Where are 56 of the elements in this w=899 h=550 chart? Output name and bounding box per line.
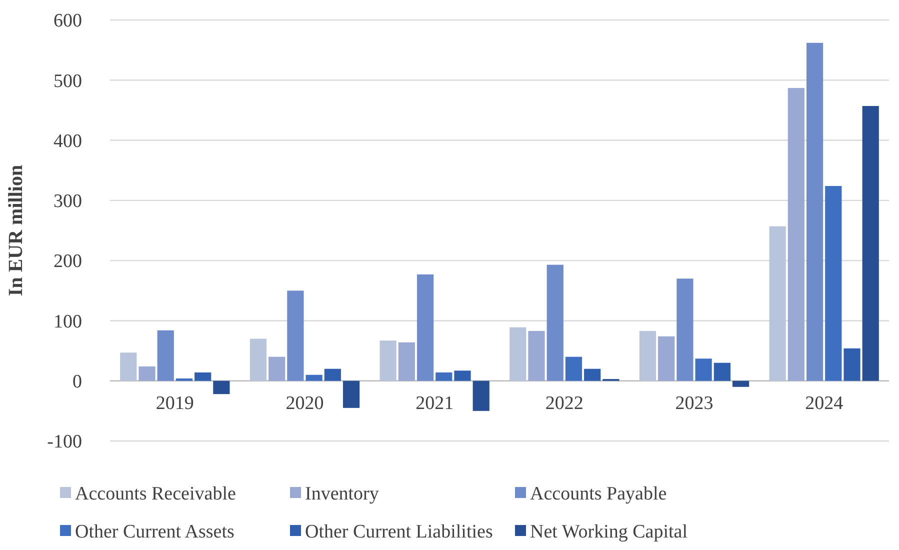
bar (788, 88, 804, 381)
y-tick-label: 500 (54, 70, 82, 92)
bar (250, 338, 267, 381)
bar (176, 378, 193, 381)
bar (120, 352, 137, 381)
legend-label: Other Current Assets (75, 522, 234, 543)
bar (565, 356, 582, 381)
bar (862, 106, 879, 381)
bar (584, 368, 601, 381)
legend-label: Inventory (305, 484, 380, 505)
bar (658, 336, 675, 381)
bar (380, 340, 396, 381)
bar (194, 372, 212, 381)
bar (398, 342, 415, 381)
bar (306, 374, 322, 381)
x-tick-label: 2024 (805, 392, 844, 414)
bar (324, 368, 341, 381)
bar (825, 186, 842, 381)
y-tick-label: 200 (54, 251, 82, 272)
y-tick-label: -100 (47, 432, 82, 453)
bar (472, 380, 490, 411)
bar (510, 327, 526, 381)
bar (844, 348, 860, 381)
bar (732, 380, 750, 387)
bar (769, 226, 786, 381)
bar (268, 356, 286, 381)
bar (213, 380, 230, 394)
bar (528, 330, 545, 381)
x-tick-label: 2019 (156, 392, 194, 414)
bar (157, 330, 174, 381)
bar (714, 362, 730, 381)
bar (287, 290, 304, 381)
x-tick-label: 2021 (416, 392, 454, 414)
x-tick-label: 2020 (286, 392, 324, 414)
bar (546, 264, 564, 381)
x-tick-label: 2022 (545, 392, 584, 414)
bar (695, 358, 712, 381)
y-axis-title: In EUR million (5, 164, 27, 296)
bar (436, 372, 452, 381)
legend-label: Accounts Payable (530, 484, 667, 505)
y-tick-label: 400 (54, 130, 82, 152)
x-tick-label: 2023 (675, 392, 714, 414)
y-tick-label: 0 (72, 372, 82, 393)
bar (676, 278, 694, 381)
y-tick-label: 300 (54, 191, 82, 212)
bar (806, 42, 824, 381)
y-tick-label: 600 (54, 10, 82, 32)
bar (454, 370, 471, 381)
bar (138, 366, 156, 381)
y-tick-label: 100 (54, 311, 82, 332)
bar (342, 380, 360, 408)
legend-label: Other Current Liabilities (305, 522, 493, 543)
legend-label: Accounts Receivable (75, 484, 236, 505)
bar (639, 330, 656, 381)
bar (416, 274, 434, 381)
legend-label: Net Working Capital (530, 522, 688, 543)
